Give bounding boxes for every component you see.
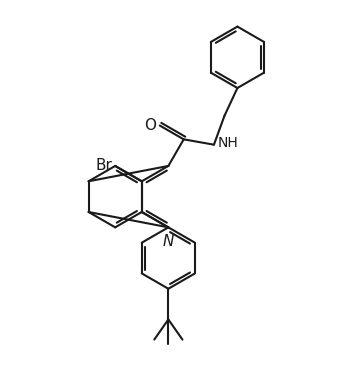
Text: O: O [144, 118, 156, 133]
Text: Br: Br [95, 159, 112, 173]
Text: NH: NH [218, 136, 238, 150]
Text: N: N [163, 234, 174, 249]
